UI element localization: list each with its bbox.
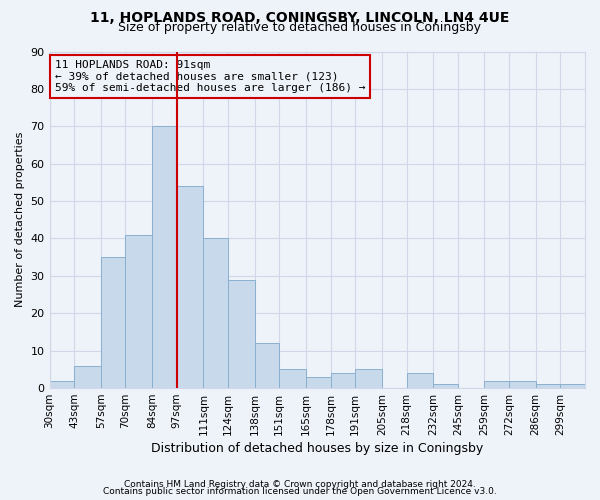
Y-axis label: Number of detached properties: Number of detached properties <box>15 132 25 308</box>
Bar <box>50 380 74 388</box>
Bar <box>560 384 585 388</box>
Bar <box>125 234 152 388</box>
Bar <box>306 377 331 388</box>
Bar <box>484 380 509 388</box>
Bar <box>203 238 228 388</box>
Bar <box>279 370 306 388</box>
Bar <box>331 373 355 388</box>
Bar <box>536 384 560 388</box>
Bar <box>228 280 254 388</box>
Bar <box>254 343 279 388</box>
Bar <box>433 384 458 388</box>
Bar <box>101 257 125 388</box>
Bar <box>407 373 433 388</box>
Text: Contains public sector information licensed under the Open Government Licence v3: Contains public sector information licen… <box>103 487 497 496</box>
Text: Size of property relative to detached houses in Coningsby: Size of property relative to detached ho… <box>119 22 482 35</box>
Text: 11, HOPLANDS ROAD, CONINGSBY, LINCOLN, LN4 4UE: 11, HOPLANDS ROAD, CONINGSBY, LINCOLN, L… <box>91 12 509 26</box>
Bar <box>74 366 101 388</box>
Text: Contains HM Land Registry data © Crown copyright and database right 2024.: Contains HM Land Registry data © Crown c… <box>124 480 476 489</box>
Bar <box>177 186 203 388</box>
X-axis label: Distribution of detached houses by size in Coningsby: Distribution of detached houses by size … <box>151 442 484 455</box>
Text: 11 HOPLANDS ROAD: 91sqm
← 39% of detached houses are smaller (123)
59% of semi-d: 11 HOPLANDS ROAD: 91sqm ← 39% of detache… <box>55 60 365 93</box>
Bar <box>152 126 177 388</box>
Bar <box>355 370 382 388</box>
Bar <box>509 380 536 388</box>
